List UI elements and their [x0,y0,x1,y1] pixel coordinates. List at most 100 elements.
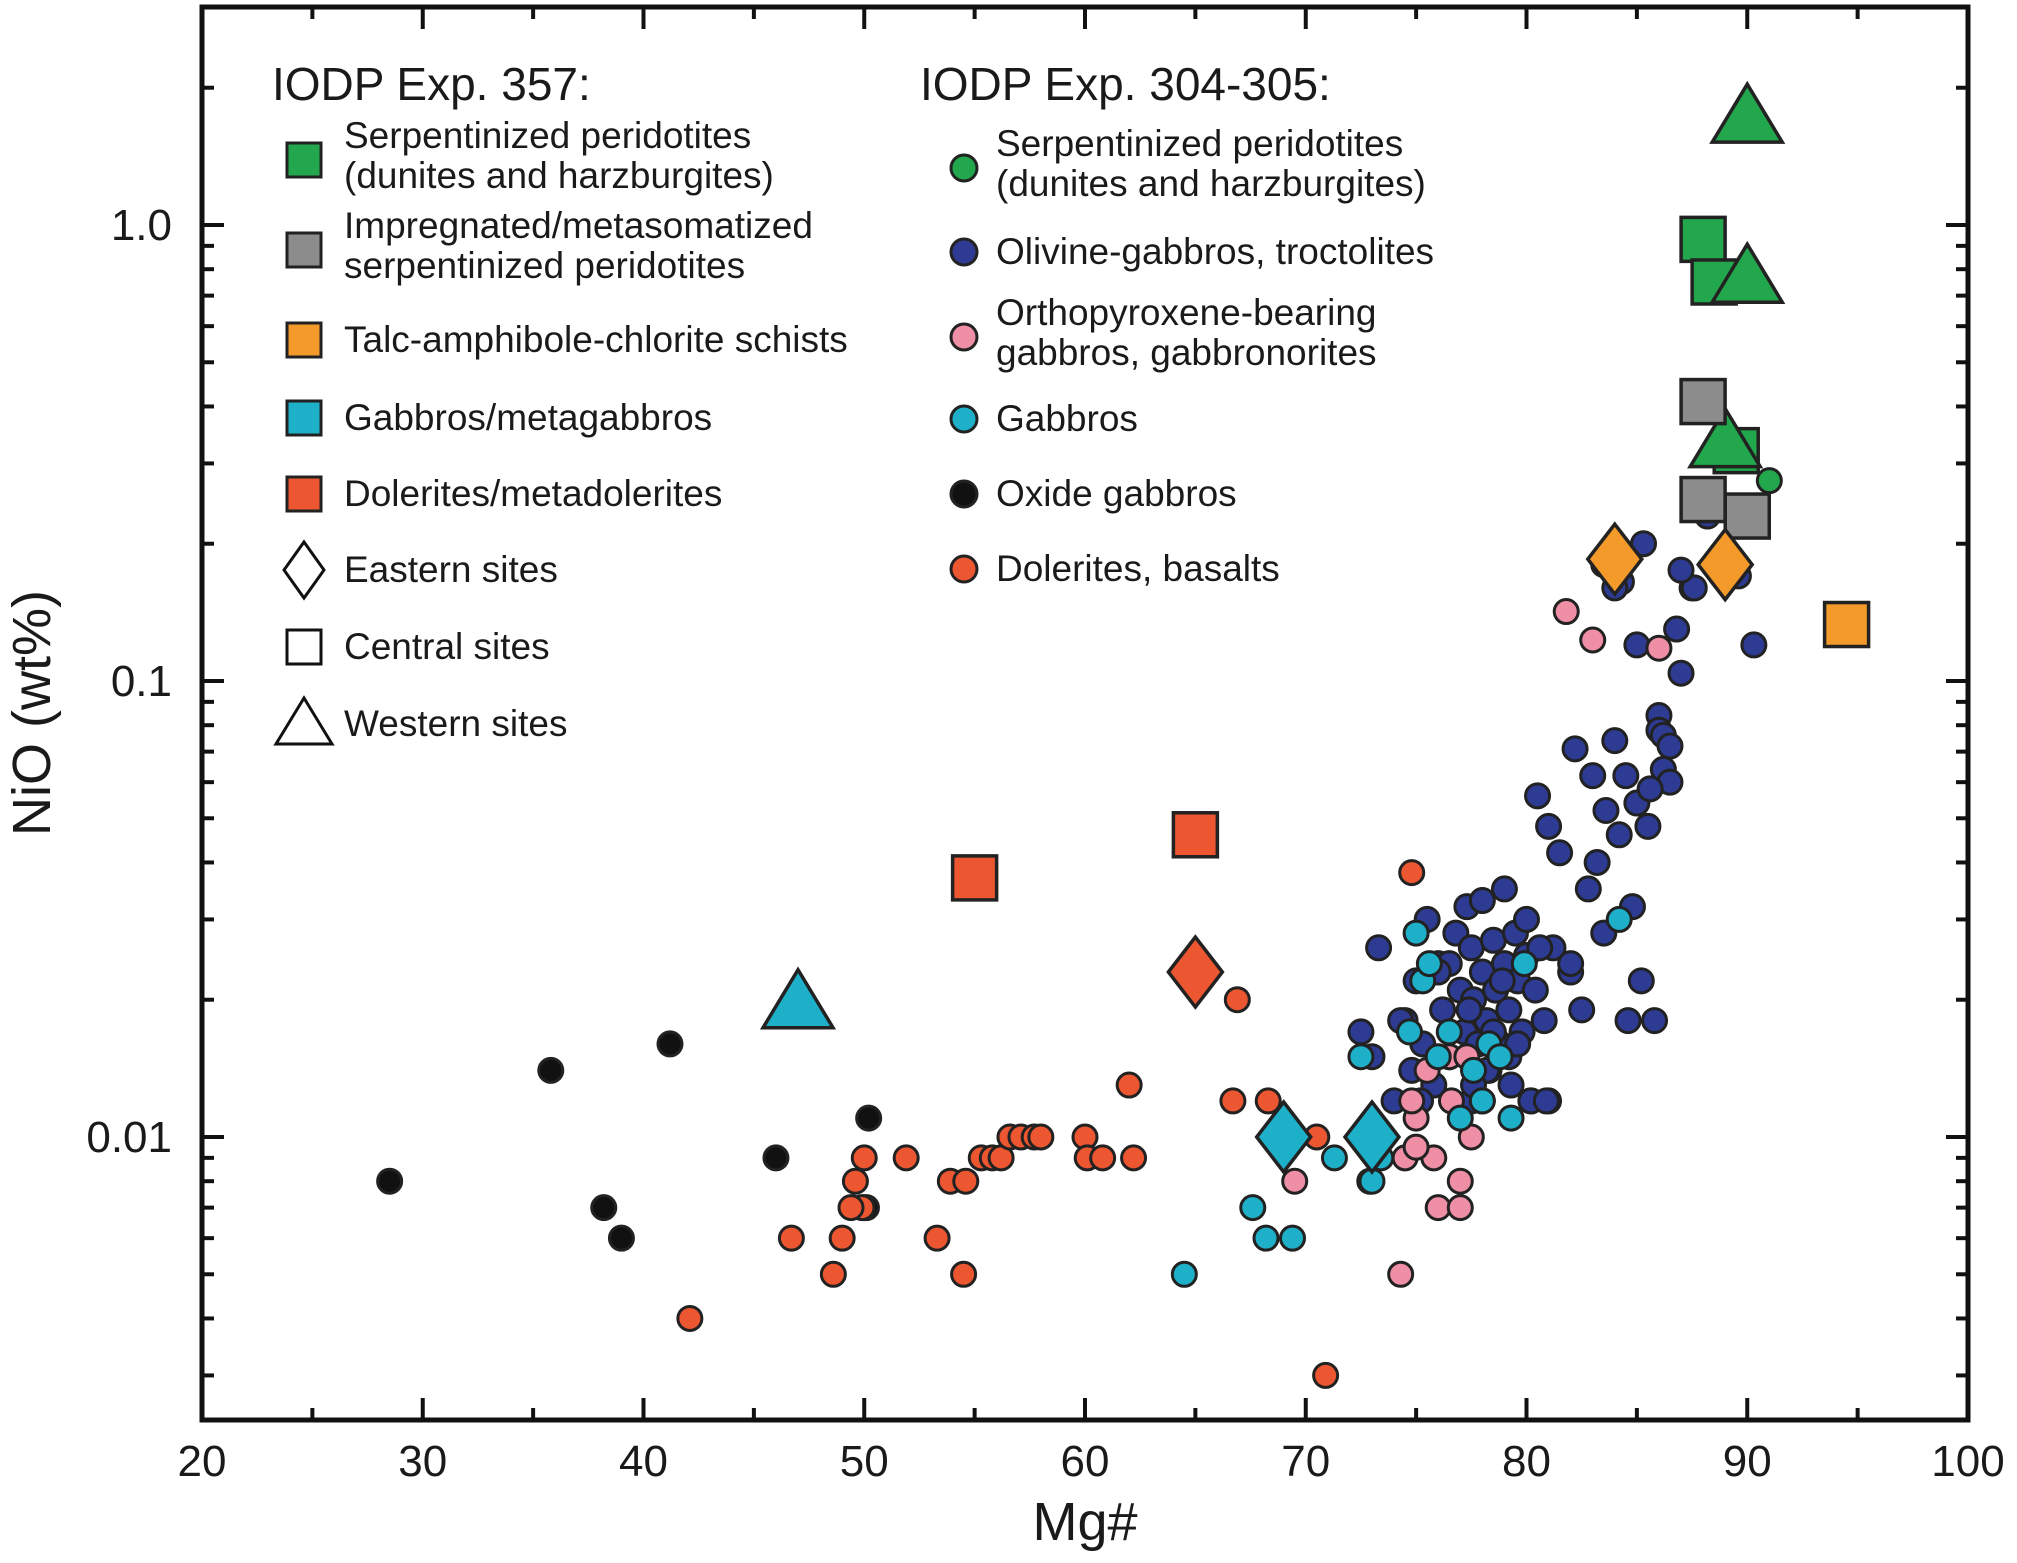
data-point-circle [1497,1071,1525,1099]
data-point-circle [1557,950,1585,978]
data-point-circle [1579,626,1607,654]
data-point-circle [1468,887,1496,915]
data-point-circle [590,1194,618,1222]
y-axis-title: NiO (wt%) [2,590,62,836]
data-point-circle [1446,1104,1474,1132]
legend-label: Talc-amphibole-chlorite schists [344,319,848,360]
data-point-circle [1027,1123,1055,1151]
data-point-circle [1561,735,1589,763]
legend-label: Dolerites/metadolerites [344,473,722,514]
data-point-circle [537,1056,565,1084]
data-point-circle [1641,1007,1669,1035]
legend-title-exp357: IODP Exp. 357: [272,58,591,110]
data-point-circle [1552,598,1580,626]
data-point-circle [892,1144,920,1172]
data-point-circle [1398,859,1426,887]
data-point-circle [1115,1071,1143,1099]
data-point-circle [1479,926,1507,954]
data-point-diamond [1254,1099,1313,1175]
legend-label: Oxide gabbros [996,473,1237,514]
data-point-circle [1457,934,1485,962]
legend-title-exp304-305: IODP Exp. 304-305: [920,58,1331,110]
legend-label: Olivine-gabbros, troctolites [996,231,1434,272]
x-axis-title: Mg# [1032,1492,1137,1552]
legend-label: Dolerites, basalts [996,548,1280,589]
data-point-triangle [1709,80,1786,144]
legend-label: (dunites and harzburgites) [344,155,774,196]
data-point-circle [1623,631,1651,659]
data-point-circle [1524,782,1552,810]
data-point-circle [1530,1007,1558,1035]
data-point-circle [1663,615,1691,643]
legend-label: gabbros, gabbronorites [996,332,1377,373]
data-point-circle [1667,659,1695,687]
data-point-circle [1446,1167,1474,1195]
data-point-circle [1223,986,1251,1014]
legend-symbol-open-triangle [273,695,335,746]
legend-symbol-circle [949,153,979,183]
legend-label: serpentinized peridotites [344,245,745,286]
data-point-circle [376,1167,404,1195]
data-point-circle [1281,1167,1309,1195]
data-point-circle [1312,1361,1340,1389]
data-point-circle [841,1167,869,1195]
data-point-circle [1526,934,1554,962]
data-point-circle [828,1224,856,1252]
legend-label: Gabbros/metagabbros [344,397,712,438]
data-point-circle [1398,1087,1426,1115]
data-point-circle [1435,1018,1463,1046]
data-point-circle [1656,732,1684,760]
data-point-circle [1740,631,1768,659]
data-point-circle [1521,976,1549,1004]
data-point-circle [1605,905,1633,933]
data-point-circle [952,1167,980,1195]
data-point-square [1679,377,1727,426]
data-point-circle [837,1194,865,1222]
data-point-circle [950,1260,978,1288]
legend-symbol-square [285,231,323,269]
legend-symbol-circle [949,237,979,267]
data-point-circle [1495,996,1523,1024]
legend-symbol-open-diamond [282,539,326,601]
x-tick-label: 20 [178,1437,227,1486]
data-point-circle [819,1260,847,1288]
data-point-square [1822,600,1871,649]
data-point-diamond [1695,526,1755,603]
data-point-circle [1535,812,1563,840]
data-point-circle [850,1144,878,1172]
legend-label: (dunites and harzburgites) [996,163,1426,204]
data-point-circle [1120,1144,1148,1172]
data-point-circle [1755,467,1783,495]
data-point-triangle [1687,405,1764,469]
legend-symbol-open-square [285,628,323,666]
data-point-circle [1486,1043,1514,1071]
legend-label: Gabbros [996,398,1138,439]
data-point-circle [1490,875,1518,903]
data-point-circle [923,1224,951,1252]
data-point-circle [1627,967,1655,995]
data-point-circle [1680,574,1708,602]
data-point-circle [1252,1224,1280,1252]
data-point-circle [762,1144,790,1172]
legend-symbol-square [285,399,323,437]
data-point-circle [1279,1224,1307,1252]
data-point-circle [1320,1144,1348,1172]
data-point-circle [1429,996,1457,1024]
legend-label: Serpentinized peridotites [344,115,751,156]
data-point-triangle [1709,240,1786,304]
data-point-circle [656,1030,684,1058]
data-point-circle [1239,1194,1267,1222]
data-point-circle [1488,967,1516,995]
legend-label: Orthopyroxene-bearing [996,292,1377,333]
data-points [376,80,1871,1389]
data-point-square [950,854,999,902]
data-point-circle [1497,1104,1525,1132]
data-point-diamond [1585,521,1645,598]
y-tick-label: 1.0 [111,201,172,250]
data-point-circle [1532,1087,1560,1115]
data-point-circle [607,1224,635,1252]
y-tick-label: 0.01 [86,1113,172,1162]
data-point-square [1723,492,1771,540]
data-point-circle [1667,556,1695,584]
